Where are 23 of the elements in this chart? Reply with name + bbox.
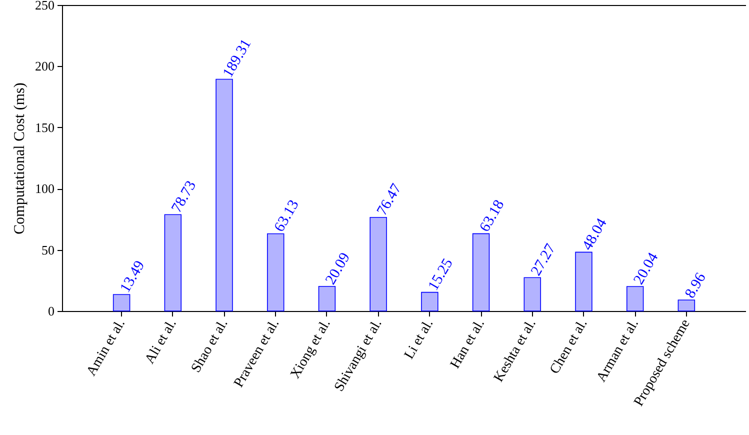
bar xyxy=(524,277,541,312)
x-tick-label: Li et al. xyxy=(402,317,437,362)
y-tick-label: 0 xyxy=(48,304,54,318)
x-tick-label: Han et al. xyxy=(448,317,488,372)
bar xyxy=(575,252,592,312)
bar xyxy=(318,286,336,312)
bar xyxy=(164,214,182,312)
y-tick-label: 100 xyxy=(35,181,54,196)
y-tick-label: 250 xyxy=(35,0,54,12)
y-tick-label: 200 xyxy=(35,58,54,74)
bar xyxy=(472,233,490,312)
bar xyxy=(112,294,130,312)
bar xyxy=(626,286,644,312)
bar xyxy=(678,300,696,312)
x-tick-label: Ali et al. xyxy=(142,317,180,367)
y-tick-label: 150 xyxy=(35,120,54,135)
bar xyxy=(267,233,284,312)
data-label: 8.96 xyxy=(682,270,710,302)
bar xyxy=(421,292,438,312)
y-tick-label: 50 xyxy=(42,242,54,258)
bar xyxy=(216,78,233,312)
y-axis-title: Computational Cost (ms) xyxy=(12,82,28,234)
bar xyxy=(370,217,387,312)
